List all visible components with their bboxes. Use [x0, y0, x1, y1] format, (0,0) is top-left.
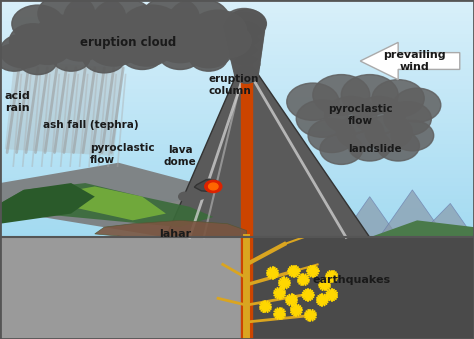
Circle shape [377, 131, 419, 161]
Circle shape [229, 37, 262, 61]
Circle shape [142, 0, 199, 37]
Text: earthquakes: earthquakes [313, 275, 391, 285]
Circle shape [9, 24, 57, 58]
Circle shape [230, 45, 261, 67]
Circle shape [205, 180, 222, 193]
Text: pyroclastic
flow: pyroclastic flow [328, 104, 392, 126]
Polygon shape [194, 180, 220, 192]
Circle shape [121, 39, 164, 69]
Circle shape [197, 182, 210, 191]
Circle shape [365, 115, 412, 149]
Circle shape [348, 131, 391, 161]
Text: prevailing
wind: prevailing wind [383, 50, 446, 72]
Polygon shape [341, 197, 398, 237]
Circle shape [287, 83, 339, 120]
Text: eruption cloud: eruption cloud [80, 36, 176, 49]
Text: ash fall (tephra): ash fall (tephra) [43, 120, 138, 131]
Circle shape [66, 14, 123, 54]
Circle shape [296, 100, 348, 137]
Circle shape [88, 29, 140, 66]
Circle shape [179, 192, 191, 201]
Polygon shape [95, 220, 246, 237]
Circle shape [24, 31, 71, 64]
Circle shape [226, 21, 262, 47]
Circle shape [203, 179, 214, 187]
Circle shape [229, 43, 259, 65]
Circle shape [209, 183, 218, 190]
Circle shape [229, 41, 261, 64]
Circle shape [36, 15, 88, 53]
Circle shape [12, 5, 64, 42]
Circle shape [173, 22, 225, 59]
Text: lahar: lahar [159, 229, 191, 239]
Circle shape [185, 34, 232, 68]
Circle shape [57, 27, 104, 61]
Circle shape [234, 62, 259, 80]
Circle shape [223, 8, 265, 39]
Circle shape [104, 17, 161, 58]
Circle shape [341, 75, 398, 115]
Circle shape [0, 34, 47, 68]
Text: acid
rain: acid rain [5, 91, 30, 113]
Circle shape [228, 33, 263, 58]
Circle shape [231, 49, 260, 71]
Polygon shape [417, 203, 474, 237]
Circle shape [235, 66, 258, 83]
Circle shape [233, 58, 259, 77]
Polygon shape [370, 220, 474, 237]
Polygon shape [5, 61, 123, 156]
Circle shape [235, 66, 258, 83]
Circle shape [372, 80, 424, 117]
Circle shape [204, 24, 251, 58]
Circle shape [353, 97, 405, 134]
Text: pyroclastic
flow: pyroclastic flow [90, 143, 155, 165]
Circle shape [227, 9, 266, 38]
Circle shape [313, 75, 370, 115]
Polygon shape [0, 183, 95, 224]
Text: lava
dome: lava dome [164, 145, 197, 167]
Circle shape [233, 55, 260, 74]
Circle shape [228, 32, 261, 56]
Circle shape [227, 29, 263, 55]
Circle shape [121, 5, 182, 49]
Circle shape [211, 181, 225, 192]
Circle shape [337, 115, 384, 149]
Circle shape [224, 13, 265, 42]
Circle shape [226, 25, 264, 52]
Circle shape [83, 42, 126, 73]
Polygon shape [166, 61, 370, 237]
Circle shape [384, 102, 431, 136]
Polygon shape [360, 42, 460, 80]
Polygon shape [0, 183, 213, 227]
Polygon shape [0, 163, 246, 237]
Circle shape [52, 44, 90, 71]
Circle shape [0, 44, 33, 71]
Text: landslide: landslide [347, 144, 401, 154]
Circle shape [217, 189, 229, 198]
Circle shape [154, 25, 206, 63]
Polygon shape [118, 186, 246, 237]
Circle shape [225, 21, 264, 48]
Circle shape [393, 88, 441, 122]
Circle shape [92, 0, 154, 42]
Circle shape [191, 187, 208, 199]
Circle shape [159, 39, 201, 69]
Circle shape [38, 0, 95, 34]
Polygon shape [379, 190, 446, 237]
Circle shape [232, 54, 260, 74]
Circle shape [320, 134, 363, 164]
Circle shape [225, 17, 264, 45]
Circle shape [121, 29, 173, 66]
Circle shape [19, 47, 57, 75]
Polygon shape [57, 186, 166, 220]
Circle shape [325, 97, 377, 134]
Circle shape [190, 44, 228, 71]
Circle shape [64, 0, 126, 39]
Circle shape [168, 0, 230, 42]
Text: eruption
column: eruption column [209, 74, 259, 96]
Circle shape [391, 120, 434, 151]
Circle shape [145, 19, 197, 56]
Circle shape [308, 119, 356, 153]
Circle shape [190, 10, 246, 51]
